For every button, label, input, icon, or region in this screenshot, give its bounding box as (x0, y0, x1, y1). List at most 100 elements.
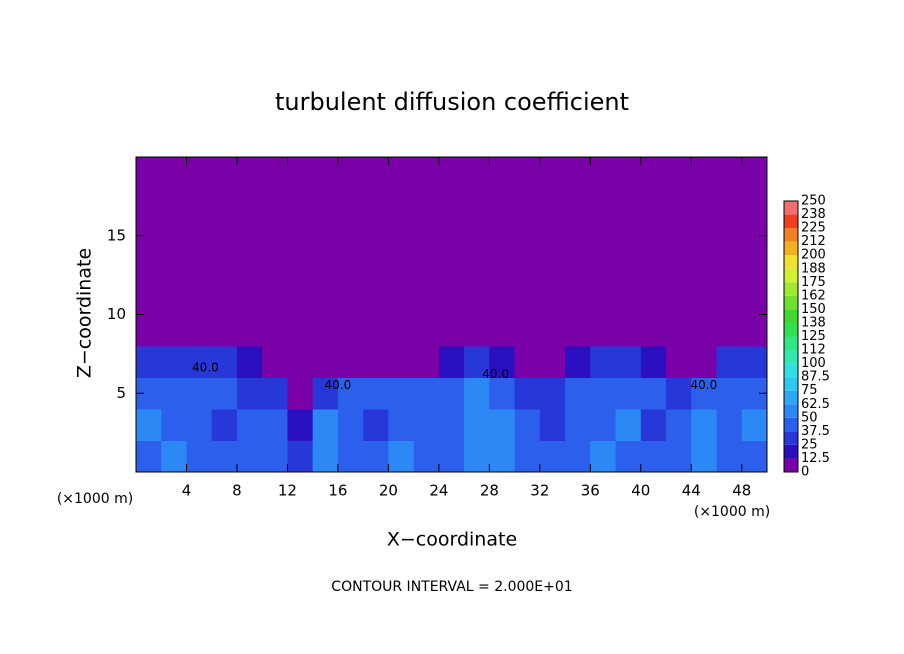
field-cell (691, 220, 718, 252)
field-cell (262, 377, 288, 410)
colorbar-label: 225 (801, 221, 826, 236)
field-cell (464, 377, 490, 410)
field-cell (565, 283, 591, 315)
field-cell (236, 314, 263, 347)
field-cell (640, 220, 667, 252)
field-cell (514, 188, 541, 221)
field-cell (388, 251, 415, 284)
colorbar-label: 12.5 (801, 451, 830, 466)
field-cell (186, 440, 213, 473)
field-cell (262, 157, 288, 189)
colorbar-swatch (784, 295, 798, 310)
field-cell (337, 220, 364, 252)
field-cell (186, 409, 213, 441)
field-cell (691, 188, 718, 221)
field-cell (716, 346, 743, 378)
x-tick-label: 4 (182, 482, 192, 500)
field-cell (489, 409, 516, 441)
field-cell (262, 346, 288, 378)
field-cell (565, 251, 591, 284)
field-cell (186, 283, 213, 315)
field-cell (161, 188, 187, 221)
field-cell (716, 409, 743, 441)
field-cell (741, 188, 768, 221)
colorbar-label: 238 (801, 207, 826, 222)
colorbar-swatch (784, 417, 798, 432)
field-cell (413, 220, 440, 252)
colorbar-swatch (784, 363, 798, 378)
field-cell (388, 409, 415, 441)
field-cell (312, 283, 339, 315)
field-cell (640, 157, 667, 189)
field-cell (691, 440, 718, 473)
field-cell (161, 409, 187, 441)
field-cell (590, 188, 617, 221)
field-cell (161, 220, 187, 252)
field-cell (287, 251, 314, 284)
y-tick-label: 5 (116, 384, 126, 402)
field-cell (666, 157, 692, 189)
field-cell (363, 188, 389, 221)
contour-label: 40.0 (192, 361, 219, 375)
field-cell (136, 283, 162, 315)
field-cell (464, 157, 490, 189)
field-cell (539, 314, 566, 347)
field-cell (716, 377, 743, 410)
field-cell (287, 377, 314, 410)
field-cell (489, 283, 516, 315)
colorbar-frame (783, 200, 799, 473)
field-cell (464, 314, 490, 347)
field-cell (716, 251, 743, 284)
field-cell (539, 220, 566, 252)
field-cell (287, 220, 314, 252)
field-cell (464, 283, 490, 315)
field-cell (161, 251, 187, 284)
field-cell (337, 157, 364, 189)
field-cell (413, 346, 440, 378)
field-cell (312, 314, 339, 347)
colorbar-swatch (784, 444, 798, 459)
field-cell (236, 188, 263, 221)
field-cell (363, 157, 389, 189)
chart-title: turbulent diffusion coefficient (275, 88, 629, 116)
field-cell (161, 157, 187, 189)
field-cell (716, 440, 743, 473)
field-cell (337, 314, 364, 347)
field-cell (666, 440, 692, 473)
field-cell (312, 251, 339, 284)
field-cell (211, 251, 238, 284)
field-cell (388, 440, 415, 473)
field-cell (590, 314, 617, 347)
field-cell (363, 283, 389, 315)
field-cell (211, 346, 238, 378)
field-cell (236, 346, 263, 378)
field-cell (262, 220, 288, 252)
field-cell (312, 377, 339, 410)
field-cell (615, 157, 642, 189)
field-cell (539, 440, 566, 473)
colorbar-swatch (784, 322, 798, 337)
colorbar-label: 75 (801, 383, 818, 398)
field-cell (489, 220, 516, 252)
field-cell (640, 346, 667, 378)
field-cell (287, 314, 314, 347)
field-cell (413, 377, 440, 410)
x-tick-label: 8 (232, 482, 242, 500)
field-cell (590, 346, 617, 378)
field-cell (640, 188, 667, 221)
field-cell (337, 188, 364, 221)
field-cell (413, 188, 440, 221)
field-cell (312, 220, 339, 252)
field-cell (489, 314, 516, 347)
field-cell (388, 157, 415, 189)
field-cell (287, 188, 314, 221)
field-cell (211, 220, 238, 252)
field-cell (413, 283, 440, 315)
field-cell (489, 157, 516, 189)
colorbar-label: 87.5 (801, 370, 830, 385)
colorbar-swatch (784, 377, 798, 391)
field-cell (363, 251, 389, 284)
field-cell (464, 346, 490, 378)
field-cell (741, 251, 768, 284)
field-cell (666, 188, 692, 221)
